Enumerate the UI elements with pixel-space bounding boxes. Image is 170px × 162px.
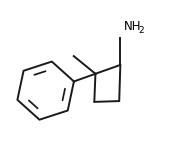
Text: NH: NH [124, 20, 141, 33]
Text: 2: 2 [139, 26, 144, 35]
